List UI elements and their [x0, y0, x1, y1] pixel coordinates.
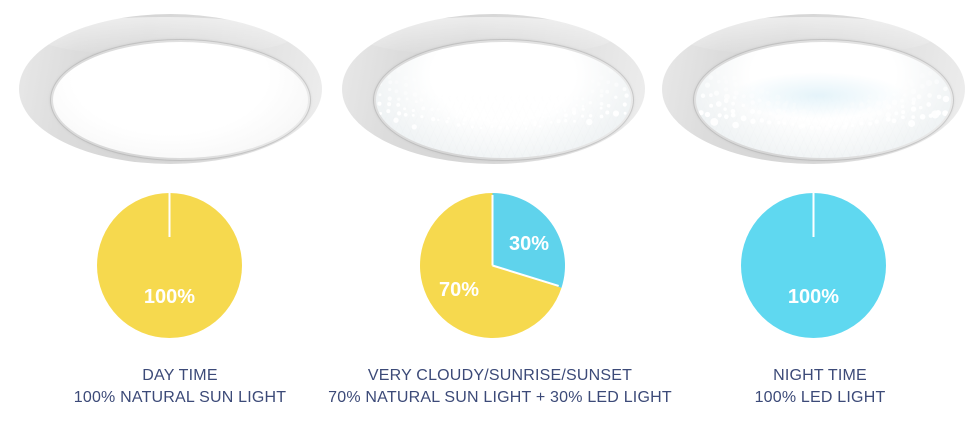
svg-text:30%: 30% — [509, 233, 549, 255]
svg-text:100%: 100% — [787, 286, 838, 308]
svg-text:100%: 100% — [143, 286, 194, 308]
svg-text:70%: 70% — [439, 279, 479, 301]
